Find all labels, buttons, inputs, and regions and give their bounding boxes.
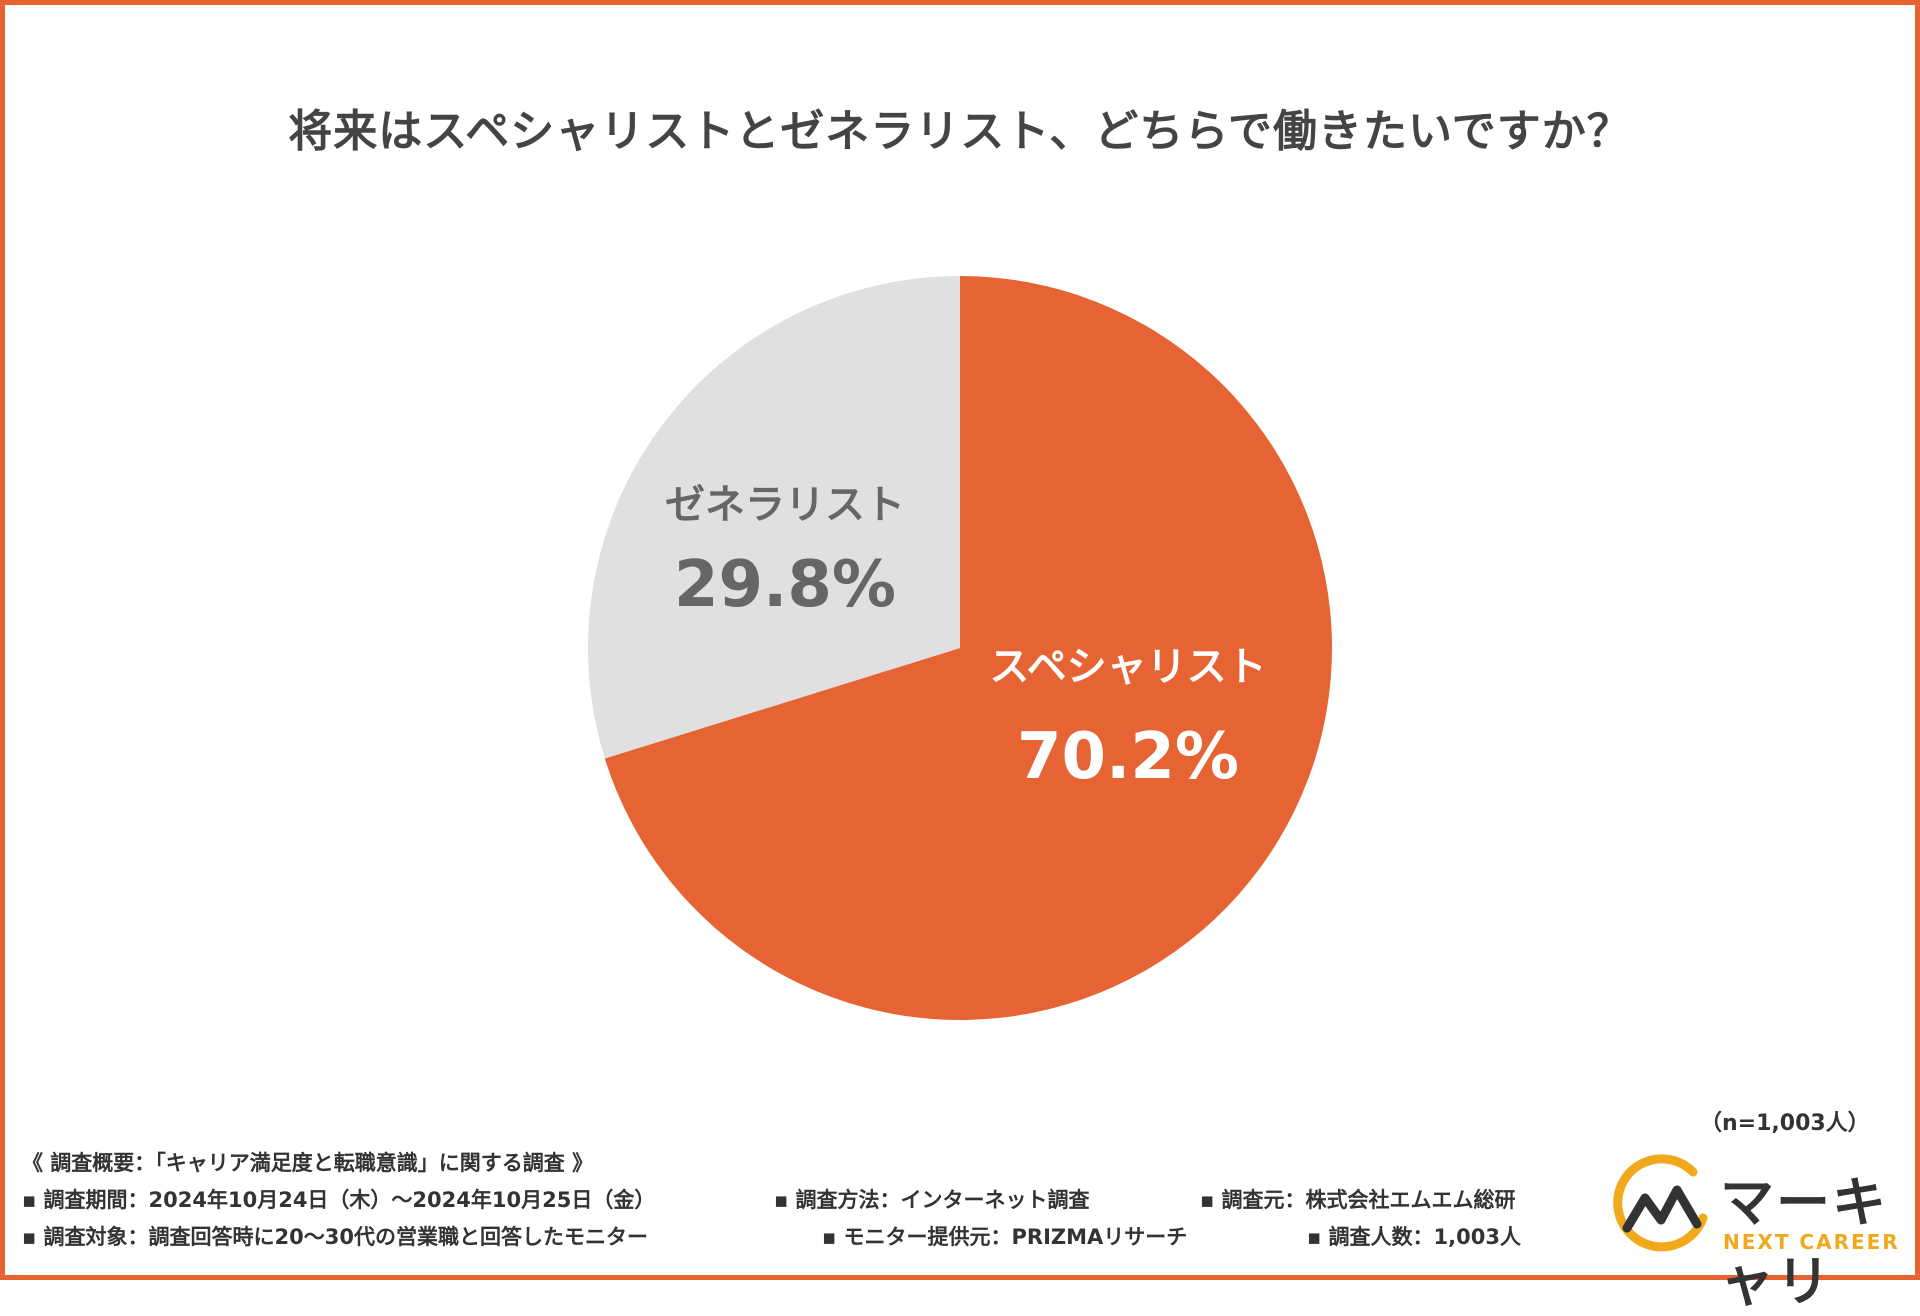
- slice-label-specialist: スペシャリスト: [989, 644, 1266, 690]
- brand-logo: マーキャリ NEXT CAREER: [1605, 1150, 1905, 1313]
- survey-row-1: ▪ 調査期間：2024年10月24日（木）〜2024年10月25日（金） ▪ 調…: [22, 1182, 1582, 1219]
- survey-row-2: ▪ 調査対象：調査回答時に20〜30代の営業職と回答したモニター ▪ モニター提…: [22, 1219, 1582, 1256]
- survey-count: ▪ 調査人数：1,003人: [1307, 1225, 1521, 1249]
- survey-method: ▪ 調査方法：インターネット調査: [774, 1188, 1090, 1212]
- chart-title: 将来はスペシャリストとゼネラリスト、どちらで働きたいですか？: [288, 106, 1632, 157]
- chart-border-frame: [0, 0, 1920, 1280]
- survey-provider: ▪ モニター提供元：PRIZMAリサーチ: [822, 1225, 1188, 1249]
- survey-source: ▪ 調査元：株式会社エムエム総研: [1200, 1188, 1516, 1212]
- survey-target: ▪ 調査対象：調査回答時に20〜30代の営業職と回答したモニター: [22, 1225, 648, 1249]
- sample-size-label: （n=1,003人）: [1700, 1111, 1870, 1136]
- survey-overview: 《 調査概要：「キャリア満足度と転職意識」に関する調査 》 ▪ 調査期間：202…: [22, 1145, 1582, 1256]
- chart-line-logo-icon: [1613, 1154, 1708, 1252]
- pie-chart: スペシャリスト 70.2% ゼネラリスト 29.8%: [588, 276, 1332, 1021]
- survey-period: ▪ 調査期間：2024年10月24日（木）〜2024年10月25日（金）: [22, 1188, 656, 1212]
- pie-slice-specialist: [604, 276, 1332, 1021]
- slice-value-generalist: 29.8%: [674, 548, 896, 622]
- slice-value-specialist: 70.2%: [1017, 720, 1239, 794]
- logo-subtitle: NEXT CAREER: [1723, 1230, 1900, 1254]
- slice-label-generalist: ゼネラリスト: [665, 482, 905, 528]
- survey-heading: 《 調査概要：「キャリア満足度と転職意識」に関する調査 》: [22, 1151, 594, 1175]
- pie-slice-generalist: [588, 276, 960, 759]
